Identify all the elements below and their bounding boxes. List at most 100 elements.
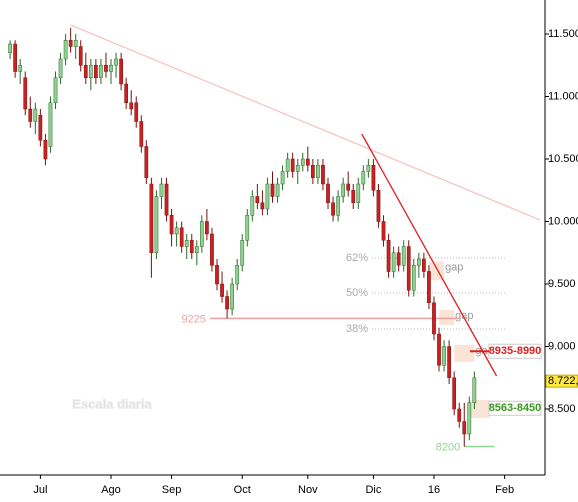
candle-body [447, 346, 451, 378]
candle-body [386, 240, 391, 272]
x-tick-label: Sep [162, 484, 182, 496]
candle-body [401, 246, 406, 266]
x-tick-label: 16 [428, 484, 440, 496]
candle-body [452, 377, 457, 410]
candle-body [94, 65, 98, 78]
candle-body [83, 65, 88, 78]
candle-body [235, 265, 240, 285]
watermark: Escala diaria [72, 396, 152, 411]
candle-body [442, 346, 446, 366]
candle-body [28, 108, 33, 122]
candle-body [275, 183, 280, 197]
candle-body [154, 196, 159, 253]
candle-body [134, 102, 139, 122]
candle-body [38, 115, 43, 141]
candle-body [467, 402, 472, 435]
candle-body [184, 240, 189, 247]
candle-body [371, 165, 376, 191]
candle-body [462, 421, 467, 435]
candle-body [33, 108, 38, 122]
candle-body [104, 65, 108, 72]
candle-body [396, 252, 401, 266]
gap-zone [439, 310, 455, 325]
candle-body [270, 183, 275, 197]
candle-body [139, 121, 144, 147]
candle-body [260, 202, 265, 210]
candle-body [321, 165, 325, 185]
candle-body [144, 146, 149, 178]
candle-body [290, 158, 295, 172]
support-label: 8200 [436, 441, 460, 453]
candle-body [109, 65, 113, 72]
candle-body [381, 221, 386, 241]
candle-body [124, 83, 129, 103]
zone-label: 8935-8990 [489, 345, 542, 357]
zone-label: 8563-8450 [489, 402, 542, 414]
candle-body [99, 65, 103, 78]
gap-label: gap [445, 261, 463, 273]
candle-body [225, 296, 229, 310]
candle-body [23, 77, 28, 110]
candle-body [361, 171, 366, 185]
candle-body [43, 140, 48, 160]
candle-body [280, 171, 285, 185]
y-tick-label: 9.000 [548, 340, 576, 352]
candle-body [200, 221, 204, 247]
y-tick-label: 8.500 [548, 403, 576, 415]
candle-body [316, 165, 320, 178]
x-tick-label: Dic [365, 484, 381, 496]
candle-body [68, 40, 73, 47]
candle-body [78, 46, 83, 66]
candle-body [305, 158, 310, 166]
candle-body [250, 196, 255, 216]
x-tick-label: Oct [234, 484, 251, 496]
candle-body [245, 215, 250, 241]
y-tick-label: 11.000 [548, 90, 578, 102]
candle-body [174, 227, 179, 235]
candle-body [48, 102, 53, 147]
x-tick-label: Nov [298, 484, 318, 496]
trendline [70, 24, 541, 221]
candle-body [13, 43, 17, 72]
last-price-label: 8.722,9 [548, 375, 578, 387]
last-price-box [545, 374, 578, 388]
candle-body [285, 158, 290, 172]
candle-body [416, 258, 421, 266]
candle-body [119, 58, 123, 85]
candle-body [159, 183, 164, 197]
candle-body [356, 183, 361, 203]
candle-body [53, 77, 58, 103]
candle-body [457, 408, 462, 422]
candle-body [255, 196, 260, 203]
gap-zone [469, 400, 490, 418]
candle-body [114, 58, 118, 66]
fib-label: 62% [346, 252, 368, 264]
candle-body [220, 283, 224, 297]
candle-body [300, 158, 305, 166]
candle-body [422, 258, 426, 272]
candle-body [205, 221, 209, 235]
candle-body [391, 252, 396, 272]
gap-zone [454, 345, 475, 362]
x-tick-label: Jul [33, 484, 47, 496]
candle-body [295, 165, 300, 172]
candle-body [366, 165, 371, 172]
candle-body [346, 183, 351, 191]
candle-body [341, 183, 345, 197]
candle-body [194, 246, 199, 253]
candle-body [437, 333, 441, 366]
candle-body [472, 377, 477, 403]
candle-body [164, 183, 169, 216]
candle-body [336, 196, 340, 216]
zone-label-bg [488, 400, 542, 416]
candle-body [210, 233, 214, 266]
y-tick-label: 11.500 [548, 28, 578, 40]
y-tick-label: 10.500 [548, 153, 578, 165]
candle-body [129, 102, 134, 110]
y-tick-label: 10.000 [548, 215, 578, 227]
gap-label: gap [455, 310, 473, 322]
candle-body [411, 265, 416, 291]
candle-body [406, 246, 411, 291]
candle-body [73, 40, 78, 47]
